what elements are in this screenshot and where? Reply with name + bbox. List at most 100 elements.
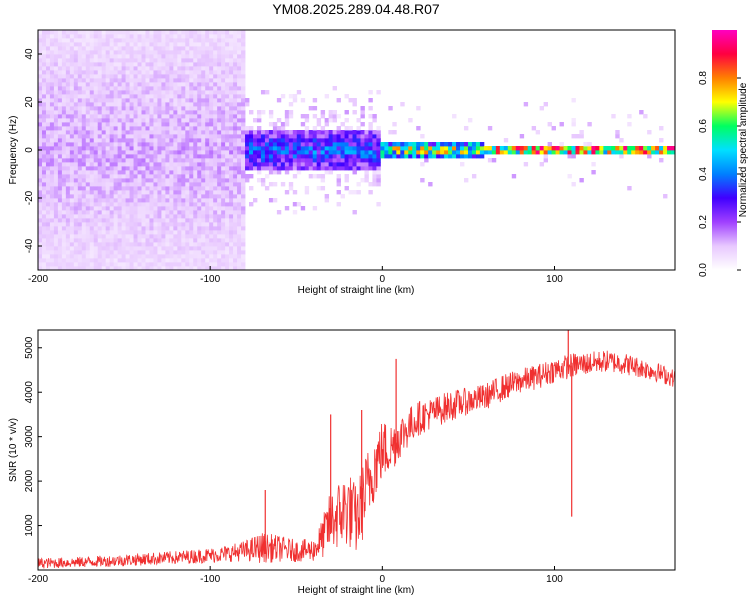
heatmap-cell xyxy=(241,234,246,239)
heatmap-cell xyxy=(209,158,214,163)
heatmap-cell xyxy=(113,62,119,67)
heatmap-cell xyxy=(185,162,190,167)
heatmap-cell xyxy=(428,182,433,187)
heatmap-cell xyxy=(113,202,119,207)
heatmap-cell xyxy=(65,190,71,195)
heatmap-cell xyxy=(109,190,115,195)
heatmap-cell xyxy=(85,86,91,91)
heatmap-cell xyxy=(125,118,130,123)
heatmap-cell xyxy=(169,150,174,155)
heatmap-cell xyxy=(292,130,298,135)
heatmap-cell xyxy=(268,146,274,151)
heatmap-cell xyxy=(61,146,67,151)
heatmap-cell xyxy=(229,242,234,247)
heatmap-cell xyxy=(121,190,126,195)
heatmap-cell xyxy=(85,66,91,71)
heatmap-cell xyxy=(61,222,67,227)
heatmap-cell xyxy=(141,146,146,151)
heatmap-cell xyxy=(109,138,115,143)
heatmap-cell xyxy=(237,154,242,159)
heatmap-cell xyxy=(304,134,310,139)
heatmap-cell xyxy=(105,138,111,143)
heatmap-cell xyxy=(97,134,103,139)
heatmap-cell xyxy=(185,238,190,243)
heatmap-cell xyxy=(177,34,182,39)
heatmap-cell xyxy=(49,186,55,191)
heatmap-cell xyxy=(161,190,166,195)
heatmap-cell xyxy=(57,238,63,243)
heatmap-cell xyxy=(487,150,493,155)
heatmap-cell xyxy=(213,130,218,135)
heatmap-cell xyxy=(328,118,334,123)
heatmap-cell xyxy=(157,46,162,51)
heatmap-cell xyxy=(209,198,214,203)
heatmap-cell xyxy=(225,34,230,39)
heatmap-cell xyxy=(611,114,616,119)
heatmap-cell xyxy=(117,150,123,155)
heatmap-cell xyxy=(69,146,75,151)
heatmap-cell xyxy=(141,262,146,267)
heatmap-cell xyxy=(57,246,63,251)
heatmap-cell xyxy=(217,78,222,83)
heatmap-cell xyxy=(197,182,202,187)
heatmap-cell xyxy=(169,254,174,259)
heatmap-cell xyxy=(85,218,91,223)
heatmap-cell xyxy=(125,226,130,231)
colorbar-gradient xyxy=(712,30,737,270)
heatmap-cell xyxy=(193,198,198,203)
heatmap-cell xyxy=(141,94,146,99)
heatmap-cell xyxy=(157,114,162,119)
heatmap-cell xyxy=(117,130,123,135)
heatmap-cell xyxy=(348,126,353,131)
heatmap-cell xyxy=(189,46,194,51)
heatmap-cell xyxy=(137,186,142,191)
heatmap-cell xyxy=(109,158,115,163)
heatmap-cell xyxy=(201,230,206,235)
heatmap-cell xyxy=(81,142,87,147)
heatmap-cell xyxy=(105,50,111,55)
heatmap-cell xyxy=(149,234,154,239)
heatmap-cell xyxy=(49,30,55,35)
heatmap-cell xyxy=(213,230,218,235)
heatmap-cell xyxy=(141,150,146,155)
heatmap-cell xyxy=(336,114,341,119)
heatmap-cell xyxy=(129,194,134,199)
heatmap-cell xyxy=(73,130,79,135)
heatmap-cell xyxy=(201,94,206,99)
heatmap-cell xyxy=(233,30,238,35)
heatmap-cell xyxy=(85,94,91,99)
heatmap-cell xyxy=(189,230,194,235)
heatmap-cell xyxy=(113,234,119,239)
heatmap-cell xyxy=(133,254,138,259)
heatmap-cell xyxy=(264,150,270,155)
heatmap-cell xyxy=(133,190,138,195)
heatmap-cell xyxy=(229,98,234,103)
heatmap-cell xyxy=(161,94,166,99)
heatmap-cell xyxy=(165,62,170,67)
heatmap-cell xyxy=(101,186,107,191)
heatmap-cell xyxy=(237,254,242,259)
heatmap-cell xyxy=(38,78,43,83)
heatmap-cell xyxy=(432,150,437,155)
heatmap-cell xyxy=(45,90,51,95)
heatmap-cell xyxy=(284,134,290,139)
heatmap-cell xyxy=(69,258,75,263)
heatmap-cell xyxy=(133,42,138,47)
heatmap-cell xyxy=(61,102,67,107)
heatmap-cell xyxy=(73,142,79,147)
heatmap-cell xyxy=(57,126,63,131)
heatmap-cell xyxy=(221,258,226,263)
heatmap-cell xyxy=(615,130,620,135)
heatmap-cell xyxy=(157,162,162,167)
heatmap-cell xyxy=(428,142,433,147)
heatmap-cell xyxy=(229,222,234,227)
heatmap-cell xyxy=(109,30,115,35)
heatmap-cell xyxy=(225,266,230,270)
heatmap-cell xyxy=(535,146,541,151)
heatmap-cell xyxy=(145,66,150,71)
heatmap-cell xyxy=(233,202,238,207)
heatmap-cell xyxy=(77,150,83,155)
heatmap-cell xyxy=(125,66,130,71)
heatmap-cell xyxy=(149,190,154,195)
heatmap-cell xyxy=(205,186,210,191)
